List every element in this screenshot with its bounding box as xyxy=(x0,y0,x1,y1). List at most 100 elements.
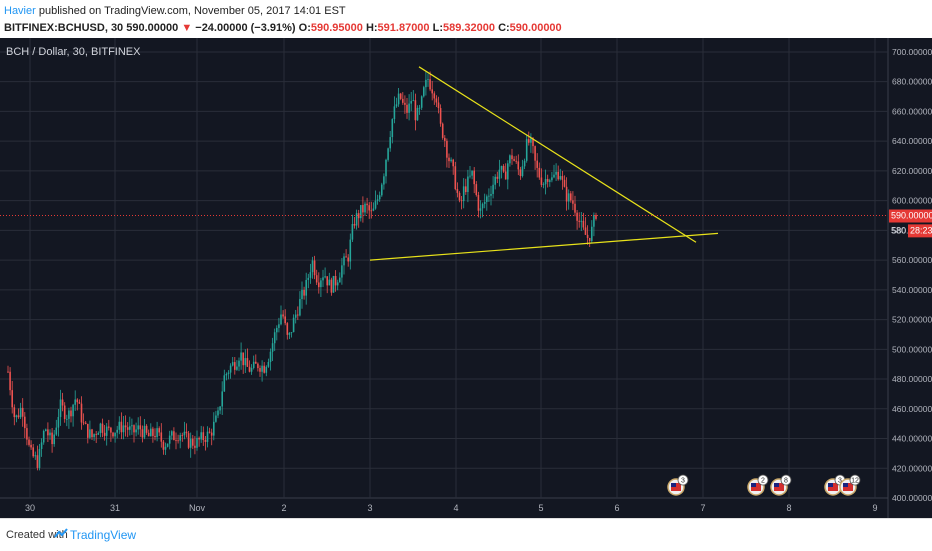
candle-body xyxy=(444,137,446,141)
candle-body xyxy=(473,170,475,185)
candle-body xyxy=(345,256,347,258)
candle-body xyxy=(313,260,316,276)
candle-body xyxy=(137,425,139,430)
price-axis[interactable] xyxy=(888,38,932,518)
candle-body xyxy=(61,399,64,406)
candle-body xyxy=(59,399,62,417)
candle-body xyxy=(572,200,574,204)
candle-body xyxy=(177,440,179,442)
event-badge-count: 8 xyxy=(784,478,788,485)
candle-body xyxy=(504,171,507,180)
open-key: O: xyxy=(298,22,311,34)
y-tick-label: 600.00000 xyxy=(892,196,932,206)
candle-body xyxy=(42,430,45,443)
candle-body xyxy=(28,439,30,445)
candle-body xyxy=(309,272,312,278)
candle-body xyxy=(271,343,274,352)
candle-body xyxy=(89,429,91,438)
candle-body xyxy=(465,186,467,193)
candle-body xyxy=(502,165,505,172)
candle-body xyxy=(171,431,173,436)
candle-body xyxy=(385,159,387,177)
candle-body xyxy=(332,275,335,293)
candle-body xyxy=(406,104,408,113)
author-link[interactable]: Havier xyxy=(4,5,36,17)
candle-body xyxy=(387,148,389,160)
y-tick-label: 540.00000 xyxy=(892,285,932,295)
event-badge xyxy=(757,474,769,486)
candle-body xyxy=(471,170,473,176)
candle-body xyxy=(240,352,242,361)
candle-body xyxy=(519,169,522,177)
candle-body xyxy=(261,365,263,372)
candle-body xyxy=(320,280,322,288)
candle-body xyxy=(420,96,423,108)
y-tick-label: 500.00000 xyxy=(892,344,932,354)
low-value: 589.32000 xyxy=(443,22,495,34)
candle-body xyxy=(82,422,85,424)
candle-body xyxy=(189,438,192,448)
candle-body xyxy=(84,422,87,424)
candle-body xyxy=(370,210,373,212)
candle-body xyxy=(122,425,125,433)
event-badge xyxy=(780,474,792,486)
x-tick-label: 31 xyxy=(110,503,120,513)
candle-body xyxy=(481,203,484,209)
y-tick-label: 440.00000 xyxy=(892,434,932,444)
event-markers[interactable]: 3 2 8 3 12 xyxy=(667,474,861,496)
candle-body xyxy=(225,373,228,376)
candle-body xyxy=(278,324,280,328)
candle-body xyxy=(452,159,454,167)
candle-body xyxy=(30,444,32,448)
candle-body xyxy=(591,226,593,241)
last-price-badge xyxy=(889,209,932,223)
candle-body xyxy=(168,435,171,444)
candle-body xyxy=(475,184,478,195)
candle-body xyxy=(391,119,394,138)
trendlines[interactable] xyxy=(369,66,719,261)
y-tick-label: 520.00000 xyxy=(892,315,932,325)
candle-body xyxy=(63,405,66,420)
x-tick-labels: 30 31 Nov 2 3 4 5 6 7 8 9 xyxy=(25,503,878,513)
ohlc-line: BITFINEX:BCHUSD, 30 590.00000 ▼ −24.0000… xyxy=(4,22,562,34)
candle-body xyxy=(179,435,181,441)
candle-body xyxy=(305,279,307,296)
tradingview-logo-icon[interactable] xyxy=(54,527,68,541)
candle-body xyxy=(376,199,379,201)
candle-body xyxy=(456,189,459,193)
last-price-badge-label: 590.00000 xyxy=(891,211,932,221)
candle-body xyxy=(156,428,158,438)
candle-body xyxy=(72,404,74,417)
candle-body xyxy=(578,220,580,222)
high-value: 591.87000 xyxy=(377,22,430,34)
candle-body xyxy=(97,433,100,435)
candle-body xyxy=(412,100,415,102)
candle-body xyxy=(292,317,295,333)
candle-body xyxy=(19,407,22,418)
y-tick-label: 620.00000 xyxy=(892,166,932,176)
candle-body xyxy=(540,177,543,185)
open-value: 590.95000 xyxy=(310,22,363,34)
candle-body xyxy=(160,432,163,442)
candle-body xyxy=(162,441,165,450)
candle-body xyxy=(425,79,427,88)
x-tick-label: Nov xyxy=(189,503,206,513)
candle-body xyxy=(588,237,591,241)
flag-canton-icon xyxy=(671,483,676,487)
candle-body xyxy=(288,332,291,335)
candle-body xyxy=(498,169,501,179)
price-chart[interactable]: 700.00000 680.00000 660.00000 640.00000 620.… xyxy=(0,38,932,518)
tradingview-brand[interactable]: TradingView xyxy=(70,528,137,542)
candle-body xyxy=(15,415,18,418)
plot-background xyxy=(0,38,888,498)
candle-body xyxy=(280,314,282,325)
candle-body xyxy=(538,167,541,178)
time-axis[interactable] xyxy=(0,498,888,518)
candle-body xyxy=(126,427,129,430)
candle-body xyxy=(206,431,209,442)
candle-body xyxy=(141,429,144,438)
candle-body xyxy=(462,186,465,202)
candle-body xyxy=(297,314,299,316)
candle-body xyxy=(563,179,566,187)
candle-body xyxy=(11,390,13,408)
